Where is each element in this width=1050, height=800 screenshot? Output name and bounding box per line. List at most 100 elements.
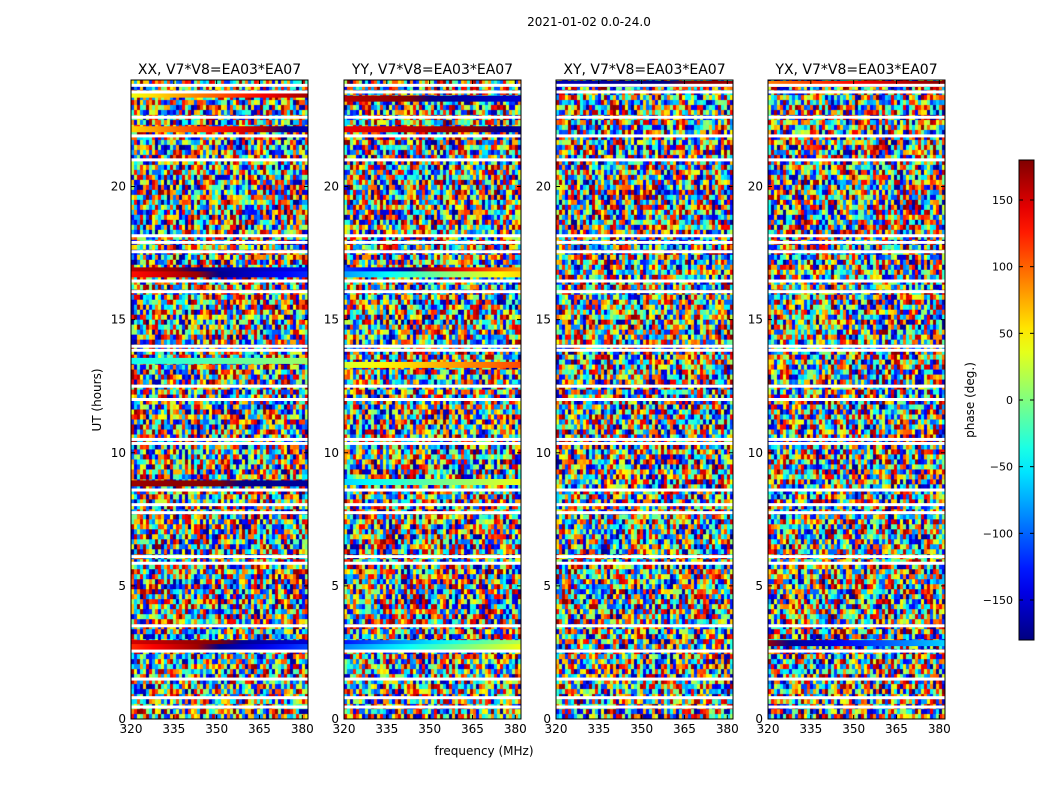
coherent-phase-band — [131, 357, 308, 364]
y-tick-label: 10 — [748, 446, 763, 460]
colorbar-tick-label: 50 — [999, 327, 1013, 340]
flagged-row — [556, 503, 733, 507]
flagged-row — [556, 677, 733, 681]
flagged-row — [768, 696, 945, 700]
x-tick-label: 350 — [842, 722, 865, 736]
flagged-row — [131, 649, 308, 653]
flagged-row — [344, 134, 521, 138]
flagged-row — [131, 511, 308, 515]
flagged-row — [768, 437, 945, 441]
flagged-row — [131, 398, 308, 401]
flagged-row — [344, 624, 521, 628]
panel-yy: YY, V7*V8=EA03*EA07 320 335 350 365 380 0 5 10 15… — [324, 62, 534, 758]
x-tick-label: 365 — [248, 722, 271, 736]
coherent-phase-band — [344, 361, 521, 368]
flagged-row — [344, 158, 521, 162]
flagged-row — [131, 240, 308, 244]
coherent-phase-band — [344, 95, 521, 102]
panel-title: XX, V7*V8=EA03*EA07 — [138, 62, 301, 78]
colorbar-tick-label: −100 — [983, 527, 1013, 540]
flagged-row — [344, 696, 521, 700]
y-tick-label: 20 — [324, 180, 339, 194]
flagged-row — [556, 561, 733, 565]
x-tick-label: 320 — [545, 722, 568, 736]
flagged-row — [344, 115, 521, 119]
flagged-row — [768, 83, 945, 87]
flagged-row — [556, 83, 733, 87]
y-tick-label: 0 — [755, 712, 763, 726]
x-tick-label: 380 — [504, 722, 527, 736]
x-tick-label: 335 — [162, 722, 185, 736]
y-tick-label: 10 — [324, 446, 339, 460]
flagged-row — [131, 561, 308, 565]
x-axis-label: frequency (MHz) — [434, 744, 533, 758]
flagged-row — [768, 115, 945, 119]
flagged-row — [131, 290, 308, 294]
coherent-phase-band — [131, 480, 308, 487]
y-tick-label: 10 — [111, 446, 126, 460]
coherent-phase-band — [344, 271, 521, 278]
x-tick-label: 350 — [418, 722, 441, 736]
flagged-row — [344, 344, 521, 348]
x-tick-label: 335 — [799, 722, 822, 736]
flagged-row — [344, 437, 521, 441]
flagged-row — [556, 134, 733, 138]
x-tick-label: 320 — [757, 722, 780, 736]
panel-yx: YX, V7*V8=EA03*EA07 320 335 350 365 380 0 5 10 15… — [748, 62, 951, 736]
y-tick-label: 20 — [536, 180, 551, 194]
x-tick-label: 380 — [928, 722, 951, 736]
panel-xx: XX, V7*V8=EA03*EA07 320 335 350 365 380 0 5 10 15… — [90, 62, 314, 736]
flagged-row — [344, 677, 521, 681]
x-tick-label: 365 — [461, 722, 484, 736]
flagged-row — [344, 503, 521, 507]
flagged-row — [131, 437, 308, 441]
coherent-phase-band — [131, 126, 308, 133]
figure-suptitle: 2021-01-02 0.0-24.0 — [527, 15, 651, 29]
panels-group: XX, V7*V8=EA03*EA07 320 335 350 365 380 0 5 10 15… — [90, 62, 951, 758]
flagged-row — [768, 290, 945, 294]
axes-frame — [130, 79, 309, 720]
coherent-phase-band — [344, 640, 521, 647]
axes-frame — [767, 79, 946, 720]
y-tick-label: 5 — [543, 579, 551, 593]
flagged-row — [768, 677, 945, 681]
flagged-row — [344, 240, 521, 244]
flagged-row — [556, 290, 733, 294]
y-tick-label: 0 — [118, 712, 126, 726]
flagged-row — [768, 90, 945, 94]
flagged-row — [556, 437, 733, 441]
coherent-phase-band — [131, 640, 308, 647]
coherent-phase-band — [344, 267, 521, 274]
flagged-row — [768, 384, 945, 388]
flagged-row — [556, 250, 733, 254]
flagged-row — [131, 624, 308, 628]
flagged-row — [344, 83, 521, 87]
flagged-row — [344, 488, 521, 492]
flagged-row — [768, 511, 945, 515]
y-tick-label: 20 — [111, 180, 126, 194]
flagged-row — [556, 240, 733, 244]
flagged-row — [344, 705, 521, 709]
flagged-row — [556, 90, 733, 94]
flagged-row — [344, 441, 521, 445]
flagged-row — [131, 115, 308, 119]
y-tick-label: 5 — [331, 579, 339, 593]
colorbar-label: phase (deg.) — [963, 362, 977, 438]
flagged-row — [344, 384, 521, 388]
flagged-row — [344, 250, 521, 254]
y-tick-label: 15 — [748, 313, 763, 327]
flagged-row — [344, 348, 521, 352]
flagged-row — [344, 511, 521, 515]
y-tick-label: 15 — [536, 313, 551, 327]
coherent-phase-band — [131, 271, 308, 278]
panel-xy: XY, V7*V8=EA03*EA07 320 335 350 365 380 0 5 10 15… — [536, 62, 739, 736]
flagged-row — [768, 555, 945, 559]
flagged-row — [344, 234, 521, 238]
colorbar: −150 −100 −50 0 50 100 150 phase (deg.) — [963, 159, 1035, 641]
colorbar-tick-label: 100 — [992, 261, 1013, 274]
flagged-row — [768, 441, 945, 445]
colorbar-tick-label: −150 — [983, 594, 1013, 607]
flagged-row — [344, 290, 521, 294]
x-tick-label: 380 — [291, 722, 314, 736]
